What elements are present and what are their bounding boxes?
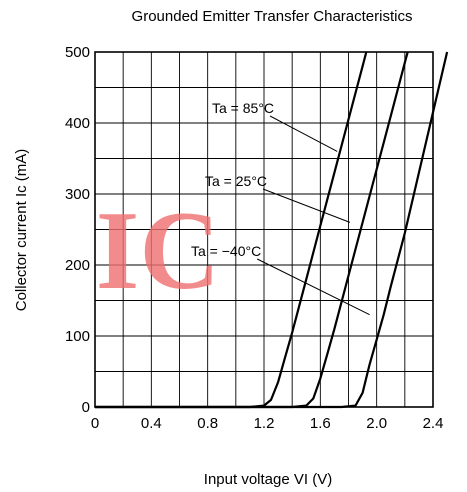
annotation-leader-line (262, 188, 351, 223)
x-tick-label: 1.6 (310, 415, 331, 432)
y-tick-label: 100 (65, 328, 90, 345)
y-tick-label: 300 (65, 186, 90, 203)
annotations: Ta = 85°C Ta = 25°C Ta = −40°C (191, 100, 370, 316)
y-tick-label: 200 (65, 257, 90, 274)
y-tick-label: 500 (65, 44, 90, 61)
x-axis-label: Input voltage VI (V) (204, 471, 332, 488)
chart-title: Grounded Emitter Transfer Characteristic… (132, 8, 413, 25)
x-tick-label: 1.2 (254, 415, 275, 432)
x-tick-label: 0 (91, 415, 99, 432)
y-tick-label: 400 (65, 115, 90, 132)
watermark: IC (96, 189, 220, 313)
y-tick-label: 0 (82, 399, 90, 416)
y-axis-label: Collector current Ic (mA) (13, 149, 30, 312)
x-tick-label: 2.0 (366, 415, 387, 432)
series-line-2 (95, 51, 409, 409)
x-tick-label: 0.4 (141, 415, 162, 432)
x-tick-label: 2.4 (423, 415, 444, 432)
annotation-label: Ta = 25°C (205, 173, 267, 189)
series-layer (95, 51, 449, 409)
series-line-3 (95, 51, 449, 409)
annotation-label: Ta = 85°C (212, 100, 274, 116)
tick-labels: 0 0.4 0.8 1.2 1.6 2.0 2.4 0 100 200 300 400 500 (65, 44, 443, 432)
annotation-label: Ta = −40°C (191, 243, 261, 259)
x-tick-label: 0.8 (197, 415, 218, 432)
annotation-leader-line (269, 115, 338, 152)
series-line-1 (95, 51, 368, 409)
annotation-leader-line (256, 258, 370, 316)
